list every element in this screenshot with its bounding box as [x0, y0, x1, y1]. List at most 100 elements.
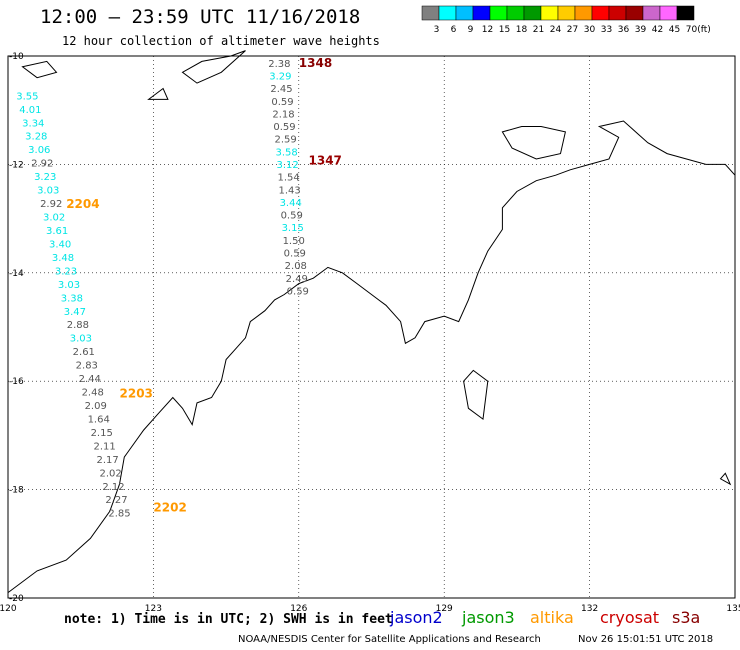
swh-value: 3.29	[269, 72, 291, 83]
swh-value: 2.48	[82, 388, 104, 399]
legend-label-42: 42	[652, 25, 663, 35]
swh-value: 3.61	[46, 226, 68, 237]
island-outline	[501, 126, 566, 160]
color-legend: 3 6 9 12 15 18 21 24 27 30 33 36 39 42 45 70 (ft)	[421, 5, 711, 35]
lat-tick-label: -18	[9, 486, 24, 496]
legend-label-36: 36	[618, 25, 630, 35]
swh-value: 1.64	[88, 415, 110, 426]
lon-tick-label: 132	[581, 604, 598, 614]
legend-label-12: 12	[482, 25, 493, 35]
legend-label-3: 3	[434, 25, 440, 35]
legend-label-70: 70	[686, 25, 698, 35]
swh-value: 3.38	[61, 293, 83, 304]
legend-unit: (ft)	[697, 25, 711, 35]
swh-value: 2.15	[91, 428, 113, 439]
swh-value: 0.59	[281, 211, 303, 222]
swh-value: 3.44	[280, 198, 302, 209]
swh-value: 3.03	[70, 334, 92, 345]
lat-tick-label: -10	[9, 52, 24, 62]
page-subtitle: 12 hour collection of altimeter wave hei…	[62, 34, 380, 48]
lon-tick-label: 135	[726, 604, 740, 614]
swh-value: 4.01	[19, 105, 41, 116]
lat-tick-label: -12	[9, 160, 24, 170]
legend-label-45: 45	[669, 25, 680, 35]
lat-tick-label: -16	[9, 377, 24, 387]
island-outline	[147, 87, 169, 100]
swh-value: 2.92	[31, 159, 53, 170]
page-title: 12:00 – 23:59 UTC 11/16/2018	[40, 6, 361, 28]
swh-value: 2.27	[105, 495, 127, 506]
swh-value: 2.09	[85, 401, 107, 412]
swh-value: 2.17	[96, 455, 118, 466]
legend-label-6: 6	[451, 25, 457, 35]
satellite-jason3-label: jason3	[462, 608, 515, 627]
swh-value: 3.23	[55, 266, 77, 277]
swh-value: 3.47	[64, 307, 86, 318]
map-frame	[7, 55, 736, 599]
satellite-s3a-label: s3a	[672, 608, 701, 627]
legend-swatch-70	[676, 5, 695, 21]
swh-value: 2.11	[93, 441, 115, 452]
lon-tick-label: 126	[290, 604, 307, 614]
swh-value: 3.34	[22, 118, 44, 129]
swh-value: 2.61	[73, 347, 95, 358]
swh-value: 2.59	[274, 135, 296, 146]
swh-value: 2.85	[108, 509, 130, 520]
swh-value: 3.58	[275, 147, 297, 158]
swh-value: 2.45	[270, 84, 292, 95]
swh-value: 2.44	[79, 374, 101, 385]
footnote: note: 1) Time is in UTC; 2) SWH is in fe…	[64, 612, 393, 627]
lat-tick-label: -20	[9, 594, 24, 604]
swh-value: 3.06	[28, 145, 50, 156]
swh-value: 0.59	[271, 97, 293, 108]
pass-label-2203: 2203	[120, 387, 153, 401]
swh-value: 0.59	[284, 249, 306, 260]
swh-value: 2.18	[272, 109, 294, 120]
pass-label-1347: 1347	[309, 153, 342, 167]
legend-label-33: 33	[601, 25, 612, 35]
satellite-altika-label: altika	[530, 608, 574, 627]
swh-value: 2.02	[99, 468, 121, 479]
satellite-cryosat-label: cryosat	[600, 608, 660, 627]
swh-value: 3.03	[58, 280, 80, 291]
generated-timestamp: Nov 26 15:01:51 UTC 2018	[578, 634, 714, 645]
island-outline	[21, 60, 58, 79]
swh-value: 1.54	[277, 173, 299, 184]
pass-label-2202: 2202	[153, 500, 186, 514]
pass-label-2204: 2204	[66, 197, 99, 211]
island-outline	[181, 50, 246, 84]
legend-label-39: 39	[635, 25, 647, 35]
swh-value: 3.23	[34, 172, 56, 183]
legend-label-27: 27	[567, 25, 578, 35]
lon-tick-label: 129	[436, 604, 453, 614]
swh-value: 1.50	[283, 236, 305, 247]
swh-value: 2.38	[268, 59, 290, 70]
pass-label-1348: 1348	[299, 56, 332, 70]
swh-value: 3.15	[282, 223, 304, 234]
satellite-jason2-label: jason2	[390, 608, 443, 627]
swh-value: 3.02	[43, 213, 65, 224]
swh-value: 3.12	[276, 160, 298, 171]
swh-value: 0.59	[273, 122, 295, 133]
island-outline	[463, 369, 489, 421]
swh-value: 2.88	[67, 320, 89, 331]
swh-value: 0.59	[287, 287, 309, 298]
legend-label-18: 18	[516, 25, 528, 35]
legend-label-24: 24	[550, 25, 562, 35]
coastline	[7, 120, 736, 594]
lat-tick-label: -14	[9, 269, 24, 279]
legend-label-15: 15	[499, 25, 510, 35]
lon-tick-label: 120	[0, 604, 17, 614]
swh-value: 3.48	[52, 253, 74, 264]
legend-label-21: 21	[533, 25, 544, 35]
swh-value: 2.12	[102, 482, 124, 493]
swh-value: 2.08	[285, 261, 307, 272]
swh-value: 3.40	[49, 239, 71, 250]
swh-value: 2.49	[286, 274, 308, 285]
lon-tick-label: 123	[145, 604, 162, 614]
credit-line: NOAA/NESDIS Center for Satellite Applica…	[238, 634, 541, 645]
swh-value: 3.03	[37, 186, 59, 197]
swh-value: 2.92	[40, 199, 62, 210]
island-outline	[719, 472, 732, 486]
